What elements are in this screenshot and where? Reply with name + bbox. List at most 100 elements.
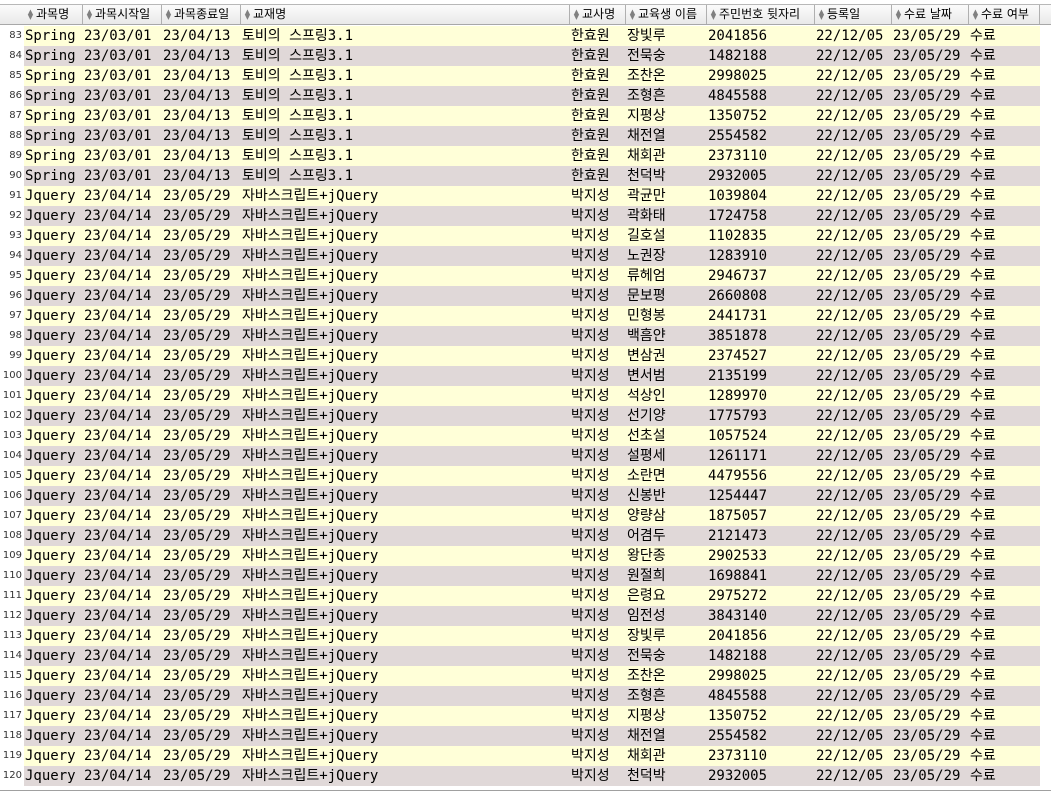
cell-completion-status[interactable]: 수료	[970, 588, 996, 604]
cell-reg-date[interactable]: 22/12/05	[816, 248, 884, 264]
cell-textbook[interactable]: 자바스크립트+jQuery	[242, 488, 379, 504]
cell-course-name[interactable]: Jquery	[25, 508, 76, 524]
cell-course-name[interactable]: Spring	[25, 28, 76, 44]
cell-id-suffix[interactable]: 1350752	[708, 108, 768, 124]
cell-completion-date[interactable]: 23/05/29	[893, 748, 961, 764]
cell-completion-date[interactable]: 23/05/29	[893, 568, 961, 584]
cell-course-start[interactable]: 23/04/14	[84, 448, 152, 464]
cell-completion-status[interactable]: 수료	[970, 268, 996, 284]
cell-student-name[interactable]: 전묵숭	[627, 48, 666, 64]
cell-textbook[interactable]: 토비의 스프링3.1	[242, 68, 353, 84]
cell-course-end[interactable]: 23/05/29	[163, 468, 231, 484]
cell-textbook[interactable]: 자바스크립트+jQuery	[242, 288, 379, 304]
cell-textbook[interactable]: 자바스크립트+jQuery	[242, 368, 379, 384]
cell-course-end[interactable]: 23/05/29	[163, 308, 231, 324]
cell-completion-status[interactable]: 수료	[970, 48, 996, 64]
cell-completion-status[interactable]: 수료	[970, 28, 996, 44]
cell-teacher[interactable]: 박지성	[571, 528, 610, 544]
cell-teacher[interactable]: 박지성	[571, 768, 610, 784]
cell-id-suffix[interactable]: 1724758	[708, 208, 768, 224]
cell-completion-date[interactable]: 23/05/29	[893, 528, 961, 544]
cell-teacher[interactable]: 박지성	[571, 548, 610, 564]
cell-course-start[interactable]: 23/04/14	[84, 648, 152, 664]
cell-course-start[interactable]: 23/04/14	[84, 468, 152, 484]
table-row[interactable]: 94 Jquery 23/04/14 23/05/29 자바스크립트+jQuery 박지성…	[0, 246, 1040, 266]
cell-course-start[interactable]: 23/04/14	[84, 288, 152, 304]
cell-course-name[interactable]: Jquery	[25, 708, 76, 724]
cell-completion-status[interactable]: 수료	[970, 448, 996, 464]
cell-reg-date[interactable]: 22/12/05	[816, 328, 884, 344]
cell-course-start[interactable]: 23/03/01	[84, 68, 152, 84]
cell-course-name[interactable]: Jquery	[25, 688, 76, 704]
table-row[interactable]: 86 Spring 23/03/01 23/04/13 토비의 스프링3.1 한효원 조형흔…	[0, 86, 1040, 106]
cell-textbook[interactable]: 자바스크립트+jQuery	[242, 448, 379, 464]
cell-student-name[interactable]: 지평상	[627, 108, 666, 124]
cell-course-end[interactable]: 23/05/29	[163, 628, 231, 644]
cell-teacher[interactable]: 박지성	[571, 348, 610, 364]
cell-textbook[interactable]: 자바스크립트+jQuery	[242, 468, 379, 484]
cell-completion-status[interactable]: 수료	[970, 768, 996, 784]
cell-teacher[interactable]: 박지성	[571, 408, 610, 424]
cell-reg-date[interactable]: 22/12/05	[816, 428, 884, 444]
cell-teacher[interactable]: 박지성	[571, 368, 610, 384]
cell-completion-date[interactable]: 23/05/29	[893, 88, 961, 104]
cell-course-start[interactable]: 23/04/14	[84, 588, 152, 604]
cell-id-suffix[interactable]: 2932005	[708, 168, 768, 184]
cell-completion-date[interactable]: 23/05/29	[893, 508, 961, 524]
cell-id-suffix[interactable]: 1482188	[708, 648, 768, 664]
cell-course-start[interactable]: 23/04/14	[84, 688, 152, 704]
table-row[interactable]: 109 Jquery 23/04/14 23/05/29 자바스크립트+jQuery 박지…	[0, 546, 1040, 566]
cell-course-name[interactable]: Jquery	[25, 528, 76, 544]
cell-student-name[interactable]: 석상인	[627, 388, 666, 404]
cell-completion-date[interactable]: 23/05/29	[893, 208, 961, 224]
cell-student-name[interactable]: 설평세	[627, 448, 666, 464]
cell-course-end[interactable]: 23/05/29	[163, 248, 231, 264]
cell-course-end[interactable]: 23/04/13	[163, 108, 231, 124]
table-row[interactable]: 99 Jquery 23/04/14 23/05/29 자바스크립트+jQuery 박지성…	[0, 346, 1040, 366]
cell-course-name[interactable]: Jquery	[25, 668, 76, 684]
cell-course-start[interactable]: 23/04/14	[84, 248, 152, 264]
cell-course-name[interactable]: Jquery	[25, 288, 76, 304]
cell-student-name[interactable]: 신봉반	[627, 488, 666, 504]
cell-completion-date[interactable]: 23/05/29	[893, 48, 961, 64]
cell-course-name[interactable]: Jquery	[25, 368, 76, 384]
sort-icon[interactable]: ▲ ▼	[244, 7, 251, 21]
cell-course-end[interactable]: 23/05/29	[163, 428, 231, 444]
cell-student-name[interactable]: 천덕박	[627, 168, 666, 184]
cell-textbook[interactable]: 자바스크립트+jQuery	[242, 228, 379, 244]
cell-course-end[interactable]: 23/05/29	[163, 688, 231, 704]
cell-course-start[interactable]: 23/04/14	[84, 608, 152, 624]
column-header-course-end[interactable]: ▲ ▼ 과목종료일	[162, 5, 241, 24]
sort-icon[interactable]: ▲ ▼	[895, 7, 902, 21]
cell-student-name[interactable]: 임전성	[627, 608, 666, 624]
cell-completion-status[interactable]: 수료	[970, 88, 996, 104]
cell-completion-status[interactable]: 수료	[970, 468, 996, 484]
table-row[interactable]: 107 Jquery 23/04/14 23/05/29 자바스크립트+jQuery 박지…	[0, 506, 1040, 526]
cell-student-name[interactable]: 조형흔	[627, 688, 666, 704]
cell-course-name[interactable]: Jquery	[25, 548, 76, 564]
cell-teacher[interactable]: 박지성	[571, 708, 610, 724]
cell-student-name[interactable]: 류헤엄	[627, 268, 666, 284]
cell-id-suffix[interactable]: 2041856	[708, 28, 768, 44]
cell-course-start[interactable]: 23/04/14	[84, 308, 152, 324]
table-row[interactable]: 91 Jquery 23/04/14 23/05/29 자바스크립트+jQuery 박지성…	[0, 186, 1040, 206]
cell-completion-status[interactable]: 수료	[970, 308, 996, 324]
cell-completion-status[interactable]: 수료	[970, 628, 996, 644]
cell-completion-date[interactable]: 23/05/29	[893, 148, 961, 164]
cell-completion-date[interactable]: 23/05/29	[893, 28, 961, 44]
column-header-teacher[interactable]: ▲ ▼ 교사명	[570, 5, 626, 24]
cell-completion-status[interactable]: 수료	[970, 128, 996, 144]
cell-course-name[interactable]: Jquery	[25, 208, 76, 224]
cell-id-suffix[interactable]: 1283910	[708, 248, 768, 264]
cell-course-name[interactable]: Spring	[25, 88, 76, 104]
cell-textbook[interactable]: 자바스크립트+jQuery	[242, 768, 379, 784]
cell-reg-date[interactable]: 22/12/05	[816, 68, 884, 84]
cell-id-suffix[interactable]: 2373110	[708, 748, 768, 764]
column-header-textbook[interactable]: ▲ ▼ 교재명	[241, 5, 570, 24]
cell-teacher[interactable]: 박지성	[571, 328, 610, 344]
cell-reg-date[interactable]: 22/12/05	[816, 88, 884, 104]
cell-course-start[interactable]: 23/04/14	[84, 768, 152, 784]
cell-reg-date[interactable]: 22/12/05	[816, 208, 884, 224]
cell-teacher[interactable]: 박지성	[571, 288, 610, 304]
cell-course-end[interactable]: 23/04/13	[163, 68, 231, 84]
